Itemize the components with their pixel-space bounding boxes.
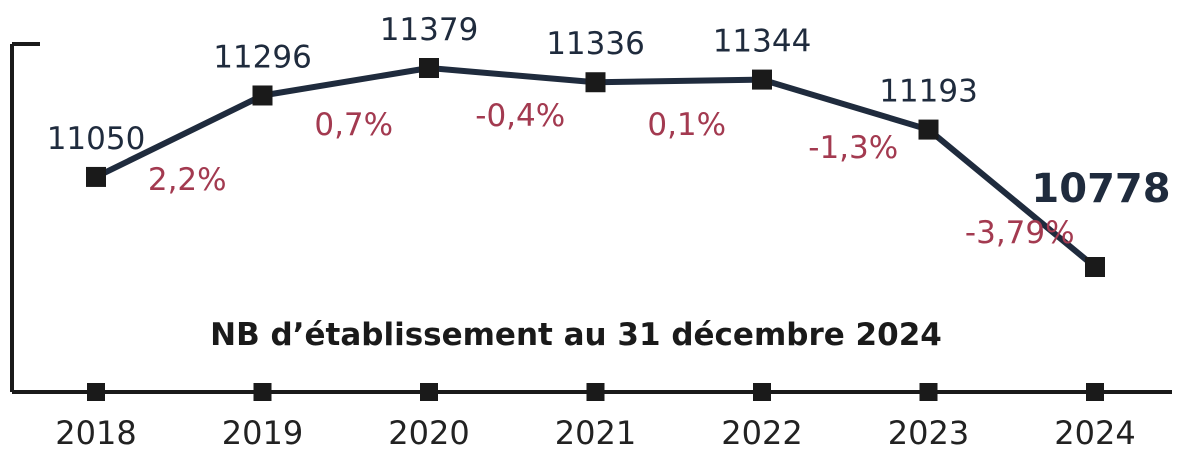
- x-axis-marker-2018: [87, 383, 105, 401]
- chart-title: NB d’établissement au 31 décembre 2024: [210, 317, 942, 353]
- value-label-2019: 11296: [213, 39, 312, 75]
- change-label-2019: 2,2%: [148, 162, 227, 198]
- x-tick-label-2022: 2022: [721, 414, 802, 452]
- change-label-2023: -1,3%: [808, 130, 898, 166]
- x-axis-marker-2021: [586, 383, 605, 401]
- change-label-2024: -3,79%: [965, 215, 1075, 251]
- data-point-2019: [252, 85, 273, 106]
- x-axis-marker-2022: [753, 383, 771, 401]
- x-axis-marker-2020: [420, 383, 438, 401]
- x-axis-marker-2023: [919, 383, 938, 401]
- x-tick-label-2024: 2024: [1054, 414, 1135, 452]
- change-label-2022: 0,1%: [647, 107, 726, 143]
- data-point-2024: [1085, 257, 1105, 277]
- change-labels: 2,2% 0,7% -0,4% 0,1% -1,3% -3,79%: [148, 98, 1075, 251]
- x-axis-marker-2024: [1086, 383, 1104, 401]
- data-points: [86, 58, 1105, 277]
- data-point-2021: [585, 72, 606, 93]
- value-label-2018: 11050: [47, 121, 146, 157]
- change-label-2021: -0,4%: [475, 98, 565, 134]
- value-label-2021: 11336: [546, 26, 645, 62]
- change-label-2020: 0,7%: [314, 107, 393, 143]
- value-labels: 11050 11296 11379 11336 11344 11193 10778: [47, 12, 1171, 212]
- value-label-2020: 11379: [380, 12, 479, 48]
- value-label-2024: 10778: [1031, 166, 1170, 212]
- x-axis-markers: [87, 383, 1104, 401]
- value-label-2022: 11344: [713, 24, 812, 60]
- data-point-2020: [419, 58, 439, 78]
- x-tick-label-2023: 2023: [888, 414, 969, 452]
- x-tick-label-2021: 2021: [555, 414, 636, 452]
- data-point-2022: [752, 69, 772, 90]
- x-axis-marker-2019: [253, 383, 272, 401]
- data-point-2018: [86, 166, 106, 187]
- x-tick-label-2020: 2020: [388, 414, 469, 452]
- x-tick-label-2019: 2019: [222, 414, 303, 452]
- data-point-2023: [918, 119, 939, 140]
- x-tick-label-2018: 2018: [55, 414, 136, 452]
- value-label-2023: 11193: [879, 74, 978, 110]
- x-tick-labels: 2018 2019 2020 2021 2022 2023 2024: [55, 414, 1135, 452]
